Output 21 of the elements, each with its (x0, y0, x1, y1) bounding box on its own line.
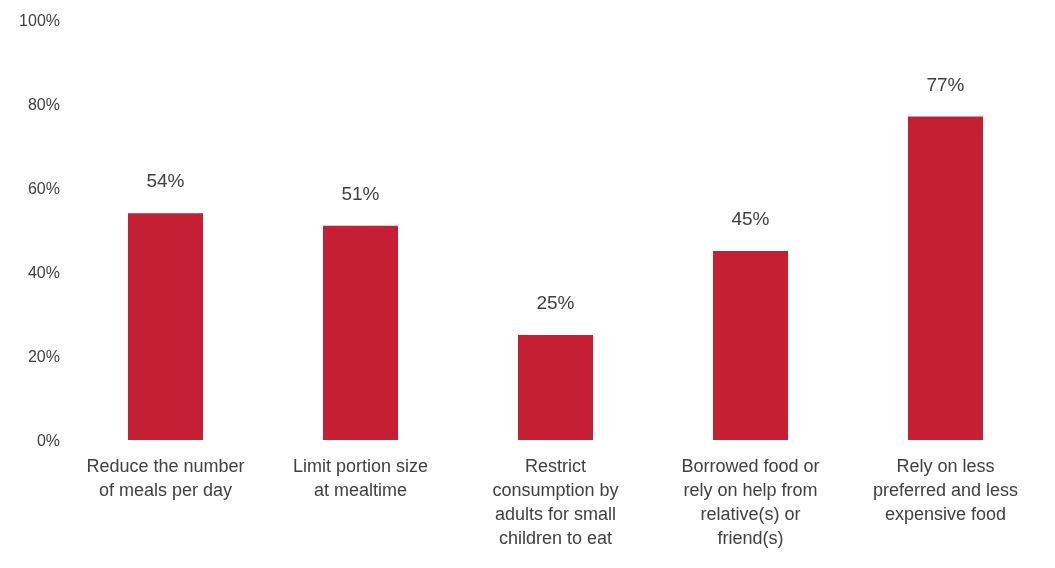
data-label: 51% (341, 182, 380, 204)
x-tick-label: Rely on less preferred and less expensive food (872, 456, 1019, 524)
y-tick-label: 40% (27, 263, 60, 281)
y-tick-label: 20% (27, 347, 60, 365)
bar (908, 116, 983, 440)
y-tick-label: 80% (27, 95, 60, 113)
bar (128, 213, 203, 440)
x-tick-label: Restrict consumption by adults for small children to eat (492, 456, 619, 548)
data-label: 45% (731, 208, 770, 229)
data-label: 77% (926, 73, 965, 95)
data-label: 54% (146, 170, 185, 192)
bar (713, 251, 788, 440)
bar (323, 225, 398, 440)
y-tick-label: 60% (27, 179, 60, 197)
y-tick-label: 100% (19, 11, 60, 29)
y-tick-label: 0% (36, 431, 60, 449)
x-tick-label: Reduce the number of meals per day (86, 456, 245, 500)
data-label: 25% (536, 292, 575, 313)
x-tick-label: Limit portion size at mealtime (292, 456, 429, 500)
bar (518, 335, 593, 440)
x-tick-label: Borrowed food or rely on help from relative(s) or friend(s) (681, 456, 820, 548)
